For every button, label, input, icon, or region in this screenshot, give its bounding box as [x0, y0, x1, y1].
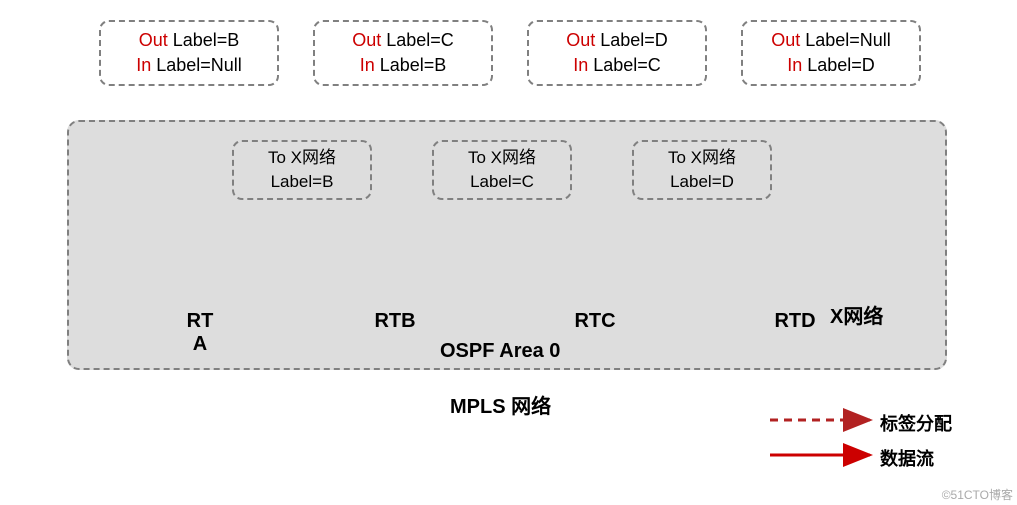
- to-x-dest: To X网络: [268, 146, 336, 170]
- in-keyword: In: [136, 55, 156, 75]
- in-value: Label=C: [593, 55, 661, 75]
- in-keyword: In: [787, 55, 807, 75]
- to-x-label: Label=B: [271, 170, 334, 194]
- out-value: Label=C: [386, 30, 454, 50]
- router-label: RTA: [170, 310, 230, 356]
- out-keyword: Out: [139, 30, 173, 50]
- label-mapping-box: Out Label=B In Label=Null: [99, 20, 279, 86]
- watermark: ©51CTO博客: [942, 486, 1013, 503]
- in-value: Label=B: [380, 55, 447, 75]
- to-x-label-box: To X网络Label=B: [232, 140, 372, 200]
- out-keyword: Out: [352, 30, 386, 50]
- x-network-label: X网络: [830, 300, 910, 329]
- out-keyword: Out: [566, 30, 600, 50]
- legend-label-distribution: 标签分配: [880, 410, 952, 436]
- in-keyword: In: [360, 55, 380, 75]
- to-x-dest: To X网络: [468, 146, 536, 170]
- out-value: Label=Null: [805, 30, 891, 50]
- in-value: Label=Null: [156, 55, 242, 75]
- label-mapping-box: Out Label=C In Label=B: [313, 20, 493, 86]
- to-x-dest: To X网络: [668, 146, 736, 170]
- in-keyword: In: [573, 55, 593, 75]
- legend-data-flow: 数据流: [880, 445, 934, 471]
- ospf-area-label: OSPF Area 0: [440, 340, 560, 363]
- router-label: RTB: [365, 310, 425, 333]
- label-mapping-box: Out Label=D In Label=C: [527, 20, 707, 86]
- router-label: RTC: [565, 310, 625, 333]
- to-x-label: Label=C: [470, 170, 534, 194]
- out-value: Label=B: [173, 30, 240, 50]
- out-keyword: Out: [771, 30, 805, 50]
- router-label: RTD: [765, 310, 825, 333]
- label-mapping-box: Out Label=Null In Label=D: [741, 20, 921, 86]
- to-x-label-box: To X网络Label=C: [432, 140, 572, 200]
- out-value: Label=D: [600, 30, 668, 50]
- to-x-label: Label=D: [670, 170, 734, 194]
- mpls-network-label: MPLS 网络: [450, 390, 551, 419]
- in-value: Label=D: [807, 55, 875, 75]
- to-x-label-box: To X网络Label=D: [632, 140, 772, 200]
